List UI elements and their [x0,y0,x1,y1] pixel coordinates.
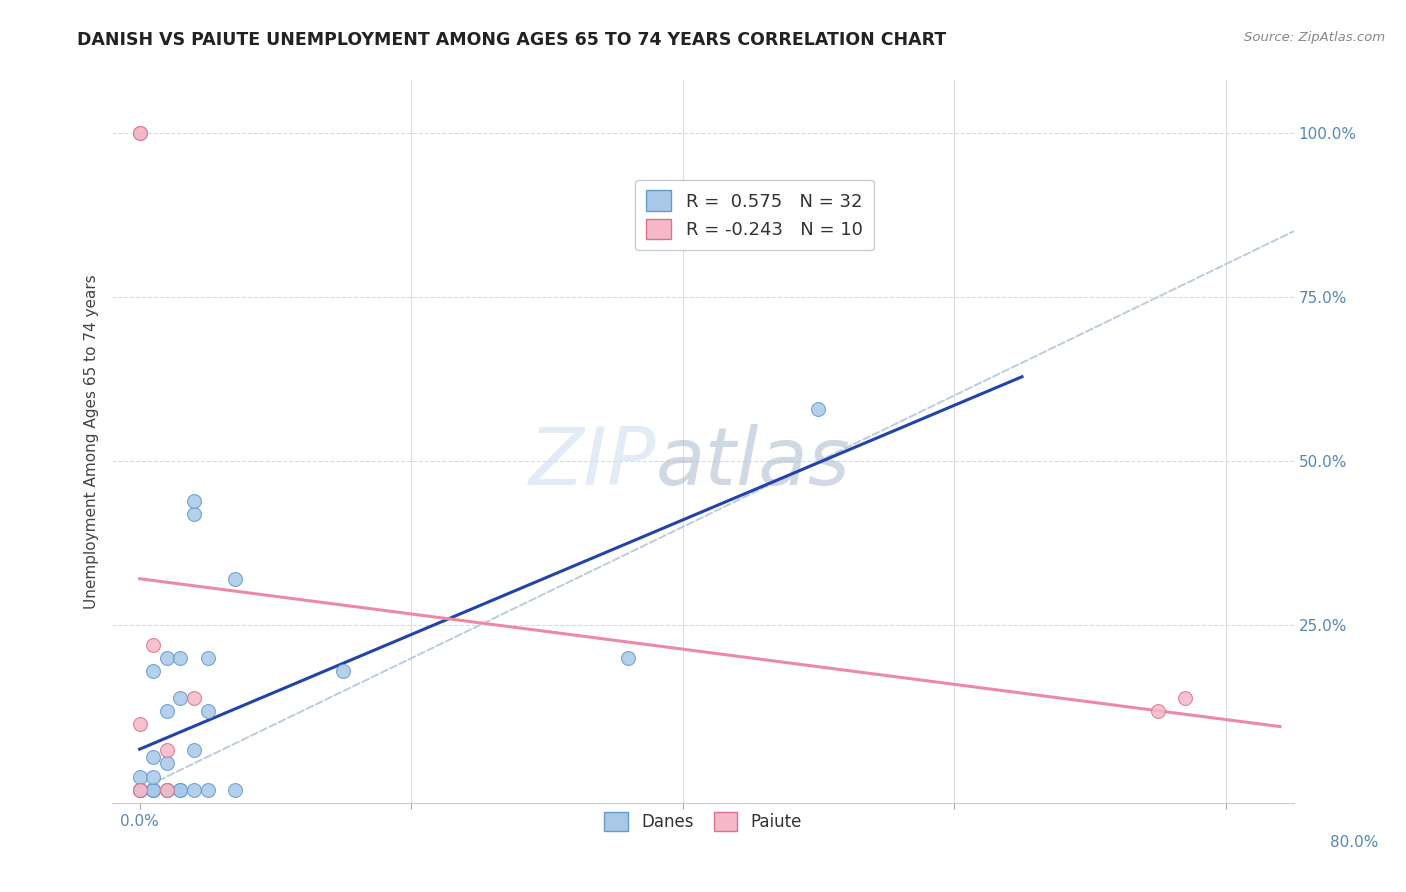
Point [197,704,219,718]
Point [1146,704,1168,718]
Text: DANISH VS PAIUTE UNEMPLOYMENT AMONG AGES 65 TO 74 YEARS CORRELATION CHART: DANISH VS PAIUTE UNEMPLOYMENT AMONG AGES… [77,31,946,49]
Point [128,782,150,797]
Point [183,690,205,705]
Text: ZIP: ZIP [529,425,655,502]
Point [183,782,205,797]
Point [128,782,150,797]
Text: 80.0%: 80.0% [1330,836,1378,850]
Point [142,782,165,797]
Text: Source: ZipAtlas.com: Source: ZipAtlas.com [1244,31,1385,45]
Point [156,704,179,718]
Point [169,690,191,705]
Point [807,401,830,416]
Point [156,782,179,797]
Point [142,749,165,764]
Point [197,651,219,665]
Point [617,651,640,665]
Point [128,770,150,784]
Point [224,573,246,587]
Point [142,782,165,797]
Point [128,782,150,797]
Y-axis label: Unemployment Among Ages 65 to 74 years: Unemployment Among Ages 65 to 74 years [84,274,100,609]
Point [142,638,165,652]
Point [183,493,205,508]
Point [169,782,191,797]
Point [156,782,179,797]
Point [1174,690,1197,705]
Point [142,782,165,797]
Point [128,717,150,731]
Legend: Danes, Paiute: Danes, Paiute [598,805,808,838]
Point [156,743,179,757]
Point [128,126,150,140]
Point [156,651,179,665]
Point [128,782,150,797]
Text: atlas: atlas [655,425,851,502]
Point [183,743,205,757]
Point [156,756,179,771]
Point [128,782,150,797]
Point [197,782,219,797]
Point [142,770,165,784]
Point [128,126,150,140]
Point [169,651,191,665]
Point [224,782,246,797]
Point [332,665,354,679]
Point [169,782,191,797]
Point [142,665,165,679]
Point [156,782,179,797]
Point [183,507,205,521]
